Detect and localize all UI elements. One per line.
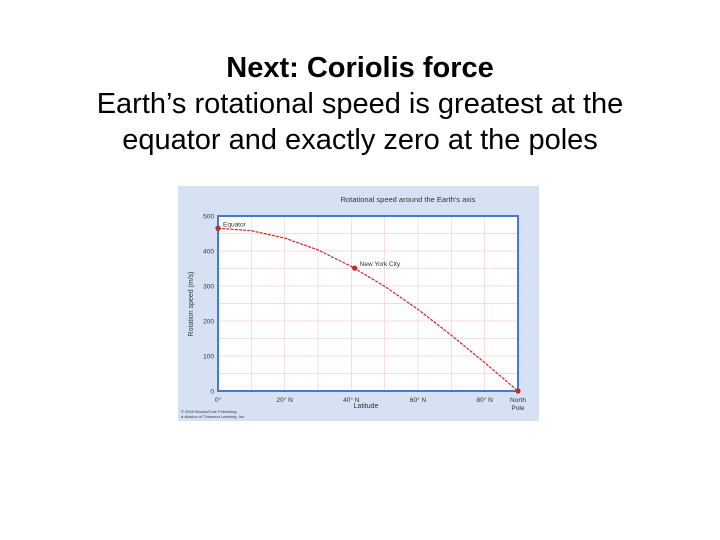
y-axis-label: Rotation speed (m/s) — [188, 272, 195, 337]
data-point — [515, 388, 521, 394]
y-tick-label: 400 — [203, 249, 214, 256]
x-tick-label: 60° N — [410, 396, 427, 404]
plot-border — [217, 215, 519, 392]
tick-labels: 0 100 200 300 400 500 0° 20° N 40° N 60° N 80° N No… — [203, 214, 526, 413]
chart-title: Rotational speed around the Earth's axis — [341, 195, 476, 204]
y-tick-label: 0 — [210, 389, 214, 396]
data-point — [215, 225, 221, 231]
slide-body-line-1: Earth’s rotational speed is greatest at … — [96, 88, 624, 120]
slide-heading: Next: Coriolis force — [226, 52, 494, 84]
point-label: New York City — [360, 261, 401, 268]
axes — [217, 215, 519, 392]
y-tick-label: 300 — [203, 284, 214, 291]
x-tick-label: 80° N — [476, 396, 493, 404]
chart-svg: Rotational speed around the Earth's axis… — [178, 186, 539, 421]
grid-lines — [218, 216, 518, 391]
y-tick-label: 200 — [203, 319, 214, 326]
slide-title: Next: Coriolis force Earth’s rotational … — [0, 50, 720, 158]
rotation-speed-line — [217, 227, 519, 392]
x-tick-label: 40° N — [343, 396, 360, 404]
slide-body-line-2: equator and exactly zero at the poles — [122, 124, 598, 156]
x-tick-label: 0° — [215, 396, 222, 404]
x-tick-label: 20° N — [276, 396, 293, 404]
x-end-label: Pole — [511, 405, 524, 412]
chart-figure: Rotational speed around the Earth's axis… — [178, 186, 539, 421]
y-tick-label: 500 — [203, 214, 214, 221]
data-point — [352, 265, 358, 271]
x-end-label: North — [510, 397, 526, 404]
y-tick-label: 100 — [203, 354, 214, 361]
copyright-line-2: a division of Thomson Learning, Inc. — [181, 414, 245, 419]
copyright-line-1: © 2009 Brooks/Cole Publishing — [181, 409, 236, 414]
data-points: Equator New York City — [215, 221, 521, 394]
x-axis-label: Latitude — [354, 403, 379, 410]
point-label: Equator — [223, 221, 247, 228]
